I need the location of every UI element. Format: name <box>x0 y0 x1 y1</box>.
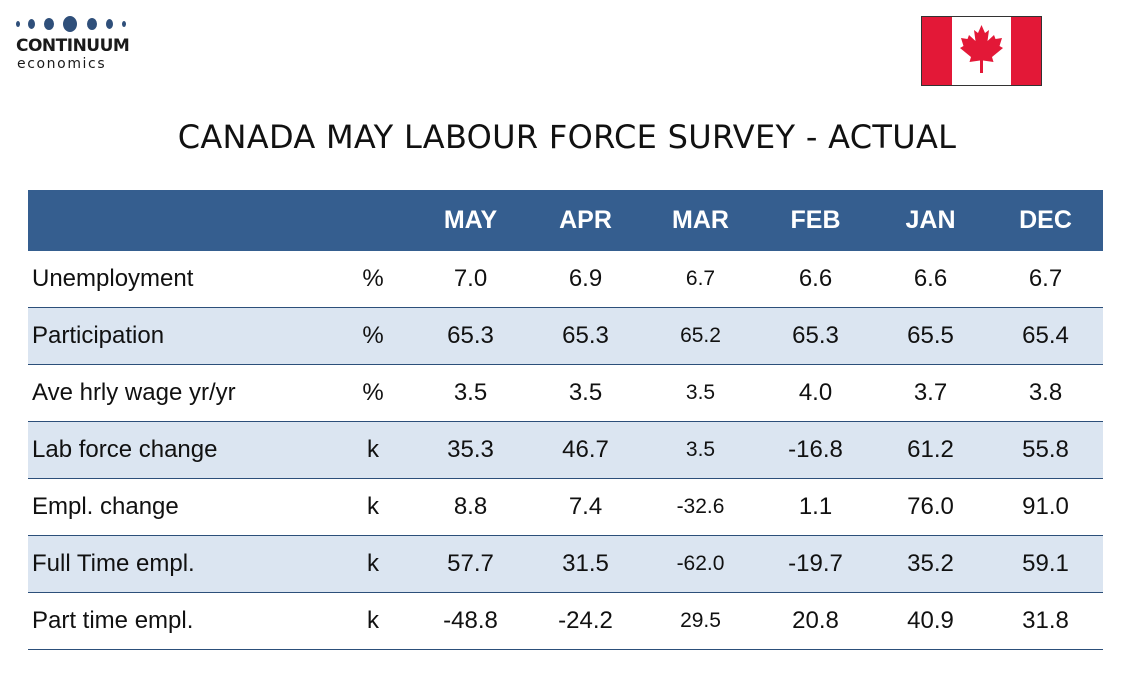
cell-may: 7.0 <box>413 251 528 308</box>
logo-name: CONTINUUM <box>16 36 130 56</box>
column-header-feb: FEB <box>758 190 873 251</box>
row-label: Lab force change <box>28 421 333 479</box>
cell-feb: -16.8 <box>758 421 873 479</box>
cell-apr: 3.5 <box>528 364 643 422</box>
table-row-wage: Ave hrly wage yr/yr % 3.5 3.5 3.5 4.0 3.… <box>28 364 1103 422</box>
continuum-economics-logo: CONTINUUM economics <box>16 14 146 76</box>
cell-mar: 29.5 <box>643 592 758 650</box>
cell-mar: -62.0 <box>643 535 758 593</box>
cell-jan: 61.2 <box>873 421 988 479</box>
row-label: Full Time empl. <box>28 535 333 593</box>
cell-may: 8.8 <box>413 478 528 536</box>
row-unit: % <box>333 251 413 308</box>
row-unit: % <box>333 307 413 365</box>
row-label: Empl. change <box>28 478 333 536</box>
cell-apr: 7.4 <box>528 478 643 536</box>
cell-apr: 6.9 <box>528 251 643 308</box>
cell-may: 65.3 <box>413 307 528 365</box>
cell-dec: 65.4 <box>988 307 1103 365</box>
cell-feb: -19.7 <box>758 535 873 593</box>
cell-feb: 6.6 <box>758 251 873 308</box>
cell-mar: 65.2 <box>643 307 758 365</box>
cell-dec: 3.8 <box>988 364 1103 422</box>
table-row-participation: Participation % 65.3 65.3 65.2 65.3 65.5… <box>28 307 1103 365</box>
column-header-label <box>28 190 333 251</box>
column-header-mar: MAR <box>643 190 758 251</box>
canada-flag-icon <box>921 16 1042 86</box>
table-row-empl-change: Empl. change k 8.8 7.4 -32.6 1.1 76.0 91… <box>28 478 1103 536</box>
cell-may: 35.3 <box>413 421 528 479</box>
cell-jan: 40.9 <box>873 592 988 650</box>
cell-feb: 20.8 <box>758 592 873 650</box>
row-label: Unemployment <box>28 251 333 308</box>
cell-apr: 31.5 <box>528 535 643 593</box>
cell-jan: 35.2 <box>873 535 988 593</box>
cell-dec: 31.8 <box>988 592 1103 650</box>
labour-force-table: MAY APR MAR FEB JAN DEC Unemployment % 7… <box>28 190 1103 650</box>
cell-mar: -32.6 <box>643 478 758 536</box>
cell-mar: 3.5 <box>643 421 758 479</box>
cell-dec: 59.1 <box>988 535 1103 593</box>
column-header-unit <box>333 190 413 251</box>
column-header-apr: APR <box>528 190 643 251</box>
cell-apr: 46.7 <box>528 421 643 479</box>
column-header-dec: DEC <box>988 190 1103 251</box>
cell-apr: -24.2 <box>528 592 643 650</box>
cell-mar: 3.5 <box>643 364 758 422</box>
cell-dec: 6.7 <box>988 251 1103 308</box>
row-label: Participation <box>28 307 333 365</box>
column-header-may: MAY <box>413 190 528 251</box>
table-row-unemployment: Unemployment % 7.0 6.9 6.7 6.6 6.6 6.7 <box>28 251 1103 308</box>
column-header-jan: JAN <box>873 190 988 251</box>
row-unit: k <box>333 478 413 536</box>
row-unit: % <box>333 364 413 422</box>
row-label: Ave hrly wage yr/yr <box>28 364 333 422</box>
row-unit: k <box>333 535 413 593</box>
table-header-row: MAY APR MAR FEB JAN DEC <box>28 190 1103 251</box>
cell-apr: 65.3 <box>528 307 643 365</box>
cell-feb: 1.1 <box>758 478 873 536</box>
cell-feb: 4.0 <box>758 364 873 422</box>
table-row-part-time: Part time empl. k -48.8 -24.2 29.5 20.8 … <box>28 592 1103 650</box>
table-row-full-time: Full Time empl. k 57.7 31.5 -62.0 -19.7 … <box>28 535 1103 593</box>
cell-jan: 76.0 <box>873 478 988 536</box>
cell-dec: 55.8 <box>988 421 1103 479</box>
cell-may: 57.7 <box>413 535 528 593</box>
logo-dots-icon <box>16 14 146 34</box>
cell-jan: 65.5 <box>873 307 988 365</box>
row-unit: k <box>333 421 413 479</box>
row-label: Part time empl. <box>28 592 333 650</box>
cell-may: -48.8 <box>413 592 528 650</box>
row-unit: k <box>333 592 413 650</box>
cell-mar: 6.7 <box>643 251 758 308</box>
cell-jan: 3.7 <box>873 364 988 422</box>
cell-dec: 91.0 <box>988 478 1103 536</box>
cell-feb: 65.3 <box>758 307 873 365</box>
cell-jan: 6.6 <box>873 251 988 308</box>
cell-may: 3.5 <box>413 364 528 422</box>
logo-subtitle: economics <box>17 56 107 72</box>
table-row-lab-force: Lab force change k 35.3 46.7 3.5 -16.8 6… <box>28 421 1103 479</box>
page-title: CANADA MAY LABOUR FORCE SURVEY - ACTUAL <box>177 118 957 156</box>
